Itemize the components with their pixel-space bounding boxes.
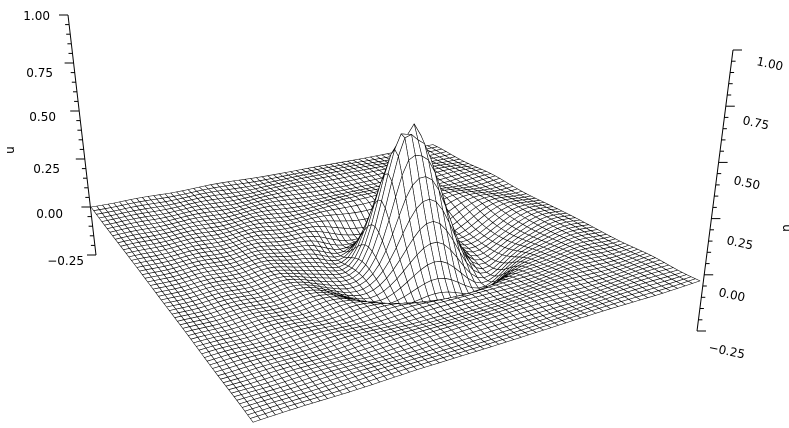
left-tick-label-4: 0.25: [33, 162, 60, 176]
right-z-ticks: [697, 49, 742, 332]
right-tick-label-4: 0.25: [725, 233, 754, 252]
right-tick-label-6: −0.25: [707, 340, 746, 361]
left-tick-label-2: 0.75: [26, 66, 53, 80]
left-z-axis: 1.00 0.75 0.50 0.25 0.00 −0.25 u: [3, 9, 97, 268]
right-tick-label-2: 0.75: [741, 113, 770, 132]
right-z-axis-line: [696, 49, 734, 332]
left-tick-label-1: 1.00: [23, 9, 50, 23]
right-tick-label-1: 1.00: [755, 54, 784, 73]
right-z-axis: 1.00 0.75 0.50 0.25 0.00 −0.25 u: [696, 49, 789, 362]
surface-cell: [250, 415, 261, 423]
left-tick-label-3: 0.50: [29, 110, 56, 124]
left-axis-title: u: [3, 146, 17, 154]
left-z-ticks: [59, 14, 96, 256]
left-tick-label-5: 0.00: [36, 207, 63, 221]
left-z-axis-line: [67, 14, 97, 256]
right-tick-label-3: 0.50: [732, 173, 761, 192]
left-tick-label-6: −0.25: [47, 254, 84, 268]
right-axis-title: u: [780, 224, 789, 232]
surface-mesh: [90, 123, 701, 423]
right-tick-label-5: 0.00: [717, 285, 746, 304]
